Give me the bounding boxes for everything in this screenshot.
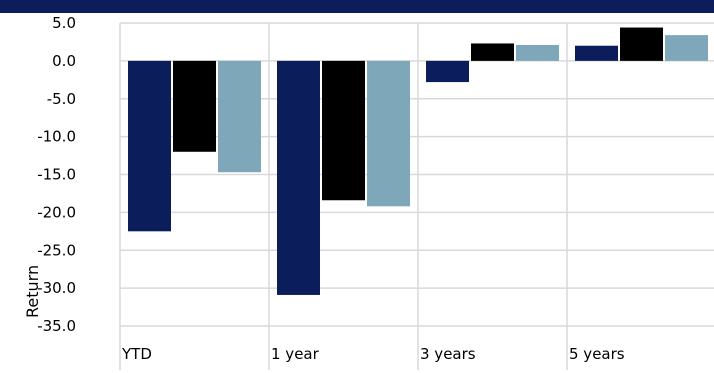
bar-series-2-3-years	[471, 43, 514, 61]
bar-series-1-1-year	[277, 60, 320, 295]
y-tick-label: 0.0	[52, 52, 76, 70]
bar-series-1-3-years	[426, 60, 469, 83]
bar-series-1-5-years	[575, 45, 618, 61]
header-band	[0, 0, 714, 13]
bar-series-3-5-years	[665, 35, 708, 61]
bar-series-2-ytd	[173, 60, 216, 152]
y-tick-label: -15.0	[37, 166, 76, 184]
y-tick-label: -25.0	[37, 241, 76, 259]
y-tick-label: -5.0	[47, 90, 76, 108]
bar-series-3-3-years	[516, 44, 559, 61]
x-tick-label: 3 years	[420, 345, 476, 363]
x-tick-label: 1 year	[271, 345, 320, 363]
bar-series-2-1-year	[322, 60, 365, 201]
bar-series-3-ytd	[218, 60, 261, 173]
y-tick-label: -35.0	[37, 317, 76, 335]
y-tick-label: -30.0	[37, 279, 76, 297]
bars	[128, 27, 708, 295]
x-tick-label: 5 years	[569, 345, 625, 363]
y-tick-labels: 5.0 0.0 -5.0 -10.0 -15.0 -20.0 -25.0 -30.0 -35.0	[37, 14, 76, 335]
y-axis-title: Return	[23, 265, 42, 318]
bar-series-3-1-year	[367, 60, 410, 207]
bar-series-2-5-years	[620, 27, 663, 61]
x-tick-label: YTD	[121, 345, 152, 363]
x-tick-labels: YTD 1 year 3 years 5 years	[121, 345, 625, 363]
bar-series-1-ytd	[128, 60, 171, 232]
y-tick-label: -20.0	[37, 203, 76, 221]
y-tick-label: 5.0	[52, 14, 76, 32]
y-tick-label: -10.0	[37, 128, 76, 146]
